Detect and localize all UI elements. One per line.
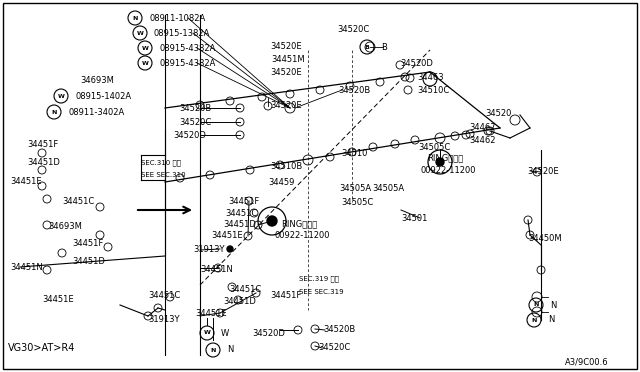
Text: 34451N: 34451N (200, 264, 233, 273)
Text: 34463: 34463 (417, 73, 444, 81)
Text: 34451F: 34451F (270, 292, 301, 301)
Text: 08915-4382A: 08915-4382A (159, 44, 216, 52)
Text: W: W (141, 61, 148, 65)
Text: N: N (550, 301, 556, 310)
Text: 08915-1382A: 08915-1382A (154, 29, 211, 38)
Text: N: N (211, 347, 216, 353)
Text: 34693M: 34693M (80, 76, 114, 84)
Text: 00922-11200: 00922-11200 (421, 166, 477, 174)
Text: A3/9C00.6: A3/9C00.6 (565, 357, 609, 366)
Text: W: W (141, 45, 148, 51)
Text: 31913Y: 31913Y (193, 244, 225, 253)
Text: 34501: 34501 (401, 214, 428, 222)
Text: 08915-4382A: 08915-4382A (159, 58, 216, 67)
Text: 34510C: 34510C (417, 86, 449, 94)
Text: 34505C: 34505C (418, 142, 451, 151)
Text: N: N (132, 16, 138, 20)
Text: 34520D: 34520D (400, 58, 433, 67)
Text: 34451C: 34451C (225, 208, 257, 218)
Text: 34520E: 34520E (270, 42, 301, 51)
Text: 34520D: 34520D (252, 328, 285, 337)
Text: 34693M: 34693M (48, 221, 82, 231)
Text: 34451D: 34451D (223, 219, 256, 228)
Text: 34520E: 34520E (527, 167, 559, 176)
Text: N: N (531, 317, 537, 323)
Text: 34451E: 34451E (10, 176, 42, 186)
Text: 34451C: 34451C (62, 196, 94, 205)
Text: 34462: 34462 (469, 135, 495, 144)
Text: W: W (204, 330, 211, 336)
Text: 34510: 34510 (341, 148, 367, 157)
Text: 34451N: 34451N (10, 263, 43, 272)
Text: VG30>AT>R4: VG30>AT>R4 (8, 343, 76, 353)
Text: SEE SEC.310: SEE SEC.310 (141, 172, 186, 178)
Text: 34451E: 34451E (42, 295, 74, 304)
Text: 34520C: 34520C (179, 118, 211, 126)
Circle shape (436, 158, 444, 166)
Text: N: N (227, 346, 234, 355)
Text: RINGリング: RINGリング (427, 154, 463, 163)
Text: 00922-11200: 00922-11200 (275, 231, 330, 240)
Text: 31913Y: 31913Y (148, 315, 179, 324)
Text: 34520E: 34520E (270, 100, 301, 109)
Circle shape (267, 216, 277, 226)
Text: N: N (51, 109, 57, 115)
Text: 34451D: 34451D (72, 257, 105, 266)
Text: 34505A: 34505A (339, 183, 371, 192)
Text: 34520C: 34520C (337, 25, 369, 33)
Text: 34451C: 34451C (229, 285, 261, 294)
FancyBboxPatch shape (3, 3, 637, 369)
Text: 34467: 34467 (469, 122, 495, 131)
Text: 34451D: 34451D (223, 296, 256, 305)
Text: B: B (365, 45, 369, 49)
Text: 34451D: 34451D (27, 157, 60, 167)
Text: B: B (381, 42, 387, 51)
Text: SEC.319 参照: SEC.319 参照 (299, 276, 339, 282)
Text: 34459: 34459 (268, 177, 294, 186)
Text: RINGリング: RINGリング (281, 219, 317, 228)
Text: 08911-3402A: 08911-3402A (68, 108, 124, 116)
Text: W: W (58, 93, 65, 99)
Text: 34451M: 34451M (271, 55, 305, 64)
Text: N: N (548, 315, 554, 324)
Text: 34510B: 34510B (270, 161, 302, 170)
Text: 08911-1082A: 08911-1082A (149, 13, 205, 22)
Text: 34505A: 34505A (372, 183, 404, 192)
Circle shape (227, 246, 233, 252)
Text: 34451F: 34451F (72, 238, 103, 247)
Text: 34520B: 34520B (323, 326, 355, 334)
Text: 34505C: 34505C (341, 198, 373, 206)
Text: W: W (136, 31, 143, 35)
Text: 34451F: 34451F (27, 140, 58, 148)
Text: 34520B: 34520B (179, 103, 211, 112)
Text: 34451F: 34451F (228, 196, 259, 205)
Text: W: W (221, 328, 229, 337)
Text: 34520B: 34520B (338, 86, 371, 94)
Text: SEE SEC.319: SEE SEC.319 (299, 289, 344, 295)
Text: 34520C: 34520C (318, 343, 350, 353)
Text: 08915-1402A: 08915-1402A (75, 92, 131, 100)
Text: N: N (533, 302, 539, 308)
Text: 34451C: 34451C (148, 291, 180, 299)
Text: 34520D: 34520D (173, 131, 206, 140)
Text: 34520: 34520 (485, 109, 511, 118)
Text: 34451E: 34451E (195, 310, 227, 318)
Text: 34520E: 34520E (270, 67, 301, 77)
Text: 34450M: 34450M (528, 234, 562, 243)
Text: 34451E: 34451E (211, 231, 243, 240)
Text: SEC.310 参照: SEC.310 参照 (141, 160, 181, 166)
